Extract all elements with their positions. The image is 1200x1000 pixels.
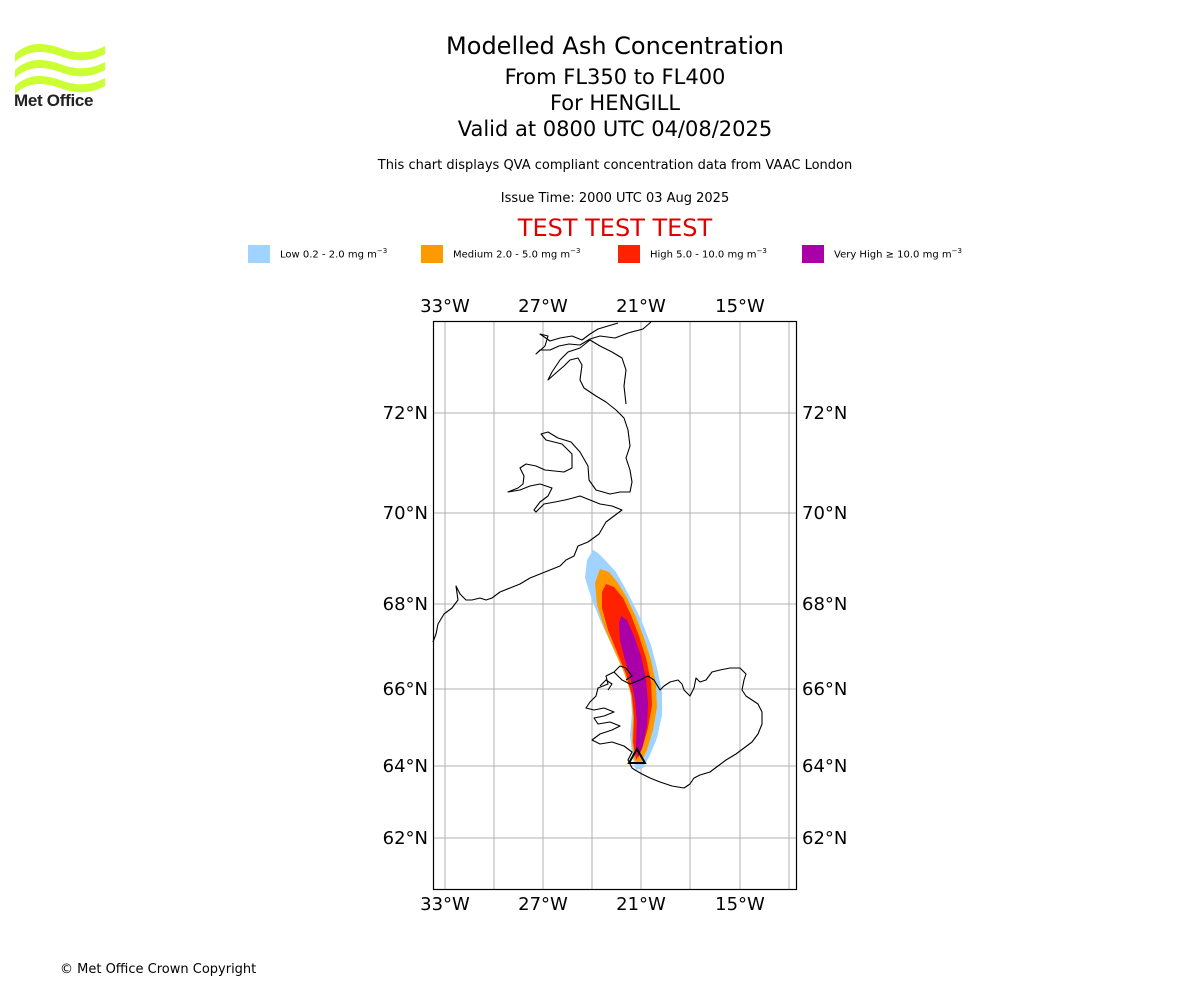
chart-description: This chart displays QVA compliant concen… bbox=[377, 158, 853, 173]
volcano-name: For HENGILL bbox=[549, 91, 681, 115]
ash-plume bbox=[585, 550, 662, 770]
legend-label-medium: Medium 2.0 - 5.0 mg m−3 bbox=[453, 247, 581, 261]
chart-title: Modelled Ash Concentration bbox=[446, 32, 784, 60]
legend-swatch-very-high bbox=[802, 245, 824, 263]
lat-label-left-66n: 66°N bbox=[383, 679, 428, 700]
lon-label-top-21w: 21°W bbox=[616, 296, 666, 317]
legend-label-high: High 5.0 - 10.0 mg m−3 bbox=[650, 247, 767, 261]
legend-swatch-low bbox=[248, 245, 270, 263]
lat-label-left-70n: 70°N bbox=[383, 503, 428, 524]
lat-label-left-72n: 72°N bbox=[383, 403, 428, 424]
lon-labels-bottom: 33°W 27°W 21°W 15°W bbox=[420, 894, 765, 915]
issue-time: Issue Time: 2000 UTC 03 Aug 2025 bbox=[500, 191, 730, 206]
legend-swatch-high bbox=[618, 245, 640, 263]
legend: Low 0.2 - 2.0 mg m−3 Medium 2.0 - 5.0 mg… bbox=[248, 244, 1008, 264]
coastlines bbox=[432, 321, 763, 789]
map-frame bbox=[432, 320, 798, 891]
lon-label-top-33w: 33°W bbox=[420, 296, 470, 317]
lat-label-left-64n: 64°N bbox=[383, 756, 428, 777]
test-banner: TEST TEST TEST bbox=[517, 214, 713, 242]
lat-label-left-62n: 62°N bbox=[383, 828, 428, 849]
lon-label-bottom-15w: 15°W bbox=[715, 894, 765, 915]
legend-swatch-medium bbox=[421, 245, 443, 263]
lat-label-right-62n: 62°N bbox=[802, 828, 847, 849]
lon-label-top-15w: 15°W bbox=[715, 296, 765, 317]
lon-labels-top: 33°W 27°W 21°W 15°W bbox=[420, 296, 765, 317]
lat-label-right-64n: 64°N bbox=[802, 756, 847, 777]
legend-item-very-high: Very High ≥ 10.0 mg m−3 bbox=[802, 244, 962, 264]
legend-label-very-high: Very High ≥ 10.0 mg m−3 bbox=[834, 247, 962, 261]
legend-item-low: Low 0.2 - 2.0 mg m−3 bbox=[248, 244, 387, 264]
lat-labels-left: 72°N 70°N 68°N 66°N 64°N 62°N bbox=[383, 403, 428, 849]
lat-label-right-66n: 66°N bbox=[802, 679, 847, 700]
ash-very-high-region bbox=[619, 616, 648, 758]
volcano-triangle-icon bbox=[627, 746, 647, 764]
lon-label-bottom-21w: 21°W bbox=[616, 894, 666, 915]
lat-label-right-68n: 68°N bbox=[802, 594, 847, 615]
lat-label-right-72n: 72°N bbox=[802, 403, 847, 424]
lon-label-bottom-27w: 27°W bbox=[518, 894, 568, 915]
lon-label-top-27w: 27°W bbox=[518, 296, 568, 317]
valid-time: Valid at 0800 UTC 04/08/2025 bbox=[457, 117, 773, 141]
legend-label-low: Low 0.2 - 2.0 mg m−3 bbox=[280, 247, 388, 261]
iceland-westfjords bbox=[599, 665, 633, 691]
map-gridlines bbox=[433, 322, 797, 890]
legend-item-high: High 5.0 - 10.0 mg m−3 bbox=[618, 244, 767, 264]
logo-text: Met Office bbox=[14, 91, 94, 110]
flight-level-range: From FL350 to FL400 bbox=[504, 65, 726, 89]
greenland-inlet bbox=[589, 339, 627, 405]
lon-label-bottom-33w: 33°W bbox=[420, 894, 470, 915]
lat-labels-right: 72°N 70°N 68°N 66°N 64°N 62°N bbox=[802, 403, 847, 849]
copyright: © Met Office Crown Copyright bbox=[60, 962, 257, 977]
met-office-logo bbox=[15, 44, 105, 94]
greenland-coastline bbox=[432, 321, 652, 643]
lat-label-left-68n: 68°N bbox=[383, 594, 428, 615]
legend-item-medium: Medium 2.0 - 5.0 mg m−3 bbox=[421, 244, 580, 264]
lat-label-right-70n: 70°N bbox=[802, 503, 847, 524]
iceland-coastline bbox=[585, 667, 763, 789]
